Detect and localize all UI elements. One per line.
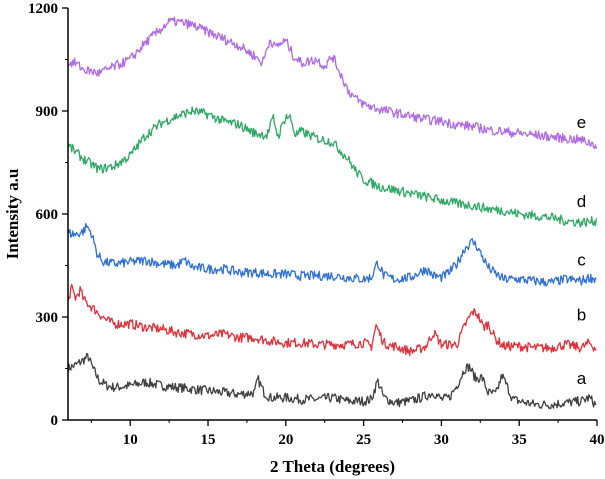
y-tick-label: 0 xyxy=(51,413,59,429)
y-tick-label: 600 xyxy=(36,207,59,223)
x-tick-label: 20 xyxy=(278,432,293,448)
x-tick-label: 30 xyxy=(434,432,449,448)
y-tick-label: 1200 xyxy=(28,1,58,17)
x-axis-title: 2 Theta (degrees) xyxy=(270,457,395,476)
series-label-b: b xyxy=(577,305,586,324)
series-line-c xyxy=(67,223,597,287)
series-label-e: e xyxy=(577,113,586,132)
series-layer xyxy=(67,16,598,410)
series-line-e xyxy=(67,16,598,150)
series-label-d: d xyxy=(577,192,586,211)
x-tick-label: 25 xyxy=(356,432,371,448)
y-axis-title: Intensity a.u xyxy=(3,169,22,260)
series-line-b xyxy=(67,283,597,357)
y-tick-label: 900 xyxy=(36,104,59,120)
label-layer: a b c d e xyxy=(577,113,587,388)
series-label-c: c xyxy=(577,251,586,270)
x-tick-label: 15 xyxy=(201,432,216,448)
x-tick-label: 40 xyxy=(590,432,605,448)
y-tick-label: 300 xyxy=(36,310,59,326)
axes-layer: 10 15 20 25 30 35 40 0 300 600 900 1200 2 Theta (deg… xyxy=(3,1,605,476)
series-line-a xyxy=(67,352,597,410)
x-tick-label: 35 xyxy=(512,432,527,448)
series-label-a: a xyxy=(577,369,587,388)
series-line-d xyxy=(67,106,598,228)
x-tick-label: 10 xyxy=(123,432,138,448)
